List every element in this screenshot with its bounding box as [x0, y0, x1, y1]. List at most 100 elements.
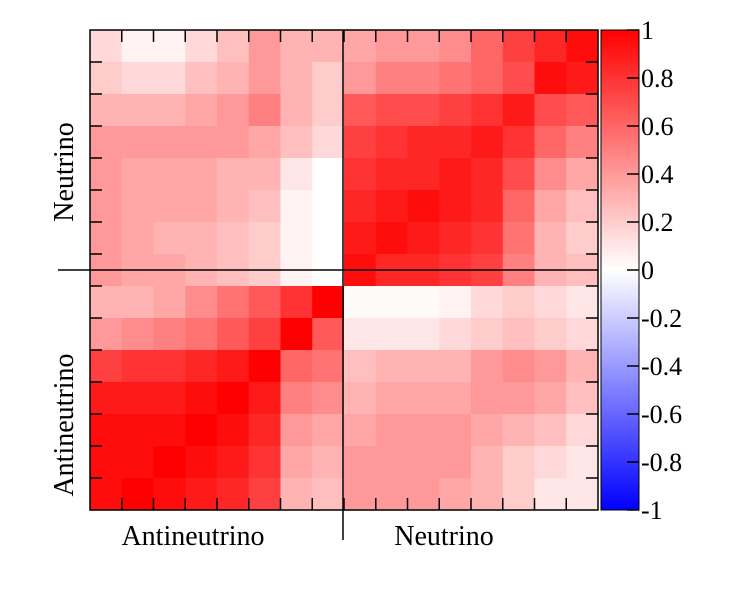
heatmap-cell	[248, 126, 282, 159]
heatmap-cell	[185, 94, 218, 127]
heatmap-cell	[248, 286, 282, 319]
heatmap-cell	[185, 190, 218, 223]
heatmap-cell	[153, 94, 186, 127]
heatmap-cell	[407, 414, 440, 447]
heatmap-cell	[312, 158, 345, 191]
heatmap-cell	[566, 126, 599, 159]
heatmap-cell	[248, 382, 282, 415]
heatmap-cell	[217, 414, 250, 447]
heatmap-cell	[534, 94, 567, 127]
colorbar-tick-label: -0.4	[641, 352, 682, 381]
heatmap-cell	[566, 446, 599, 479]
heatmap-cell	[153, 478, 186, 511]
heatmap-cell	[344, 478, 377, 511]
heatmap-cell	[471, 190, 504, 223]
heatmap-cell	[344, 94, 377, 127]
heatmap-cell	[217, 318, 250, 351]
heatmap-cell	[153, 446, 186, 479]
heatmap-cell	[280, 190, 313, 223]
heatmap-cell	[471, 414, 504, 447]
heatmap-cell	[534, 222, 567, 255]
heatmap-cell	[121, 190, 155, 223]
heatmap-cell	[344, 126, 377, 159]
colorbar-tick-label: 0.6	[641, 112, 674, 141]
heatmap-cell	[121, 286, 155, 319]
heatmap-cell	[439, 350, 472, 383]
axis-ticks	[90, 30, 598, 510]
heatmap-cell	[248, 350, 282, 383]
heatmap-cell	[248, 446, 282, 479]
heatmap-cell	[471, 446, 504, 479]
colorbar-ticks: 1 0.8 0.6 0.4 0.2 0 -0.2 -0.4 -0.6 -0.8 -1	[627, 16, 682, 525]
y-group-label-neutrino: Neutrino	[49, 122, 80, 222]
heatmap-cell	[502, 222, 536, 255]
x-group-label-neutrino: Neutrino	[394, 521, 494, 552]
heatmap-cell	[407, 94, 440, 127]
heatmap-cell	[280, 62, 313, 95]
heatmap-cell	[502, 350, 536, 383]
heatmap-cell	[534, 158, 567, 191]
heatmap-cell	[566, 318, 599, 351]
heatmap-cell	[312, 30, 345, 63]
heatmap-cell	[375, 158, 409, 191]
heatmap-cell	[312, 382, 345, 415]
heatmap-cell	[185, 382, 218, 415]
heatmap-cell	[344, 158, 377, 191]
heatmap-cell	[121, 350, 155, 383]
heatmap-cell	[439, 30, 472, 63]
heatmap-cell	[375, 350, 409, 383]
heatmap-cell	[534, 350, 567, 383]
heatmap-cell	[121, 446, 155, 479]
heatmap-cell	[375, 222, 409, 255]
heatmap-cell	[344, 286, 377, 319]
heatmap-cell	[566, 94, 599, 127]
colorbar-tick-label: -1	[641, 496, 663, 525]
heatmap-cell	[471, 382, 504, 415]
heatmap-cell	[312, 350, 345, 383]
heatmap-cell	[439, 382, 472, 415]
heatmap-cell	[280, 350, 313, 383]
heatmap-cell	[185, 414, 218, 447]
plot-frame	[89, 29, 599, 511]
colorbar-tick-label: -0.8	[641, 448, 682, 477]
heatmap-cell	[248, 222, 282, 255]
heatmap-cell	[153, 126, 186, 159]
heatmap-cell	[375, 478, 409, 511]
heatmap-cell	[566, 62, 599, 95]
heatmap-cell	[185, 30, 218, 63]
heatmap-cell	[90, 222, 123, 255]
heatmap-cell	[439, 126, 472, 159]
heatmap-cell	[439, 318, 472, 351]
heatmap-cell	[502, 286, 536, 319]
heatmap-cell	[312, 286, 345, 319]
heatmap-cell	[121, 94, 155, 127]
heatmap-cell	[534, 190, 567, 223]
heatmap-cell	[407, 158, 440, 191]
heatmap-cell	[185, 62, 218, 95]
heatmap-cell	[90, 318, 123, 351]
heatmap-cell	[185, 318, 218, 351]
heatmap-cell	[407, 446, 440, 479]
heatmap-cell	[502, 126, 536, 159]
heatmap-cell	[375, 286, 409, 319]
colorbar-tick-label: 0.8	[641, 64, 674, 93]
heatmap-cell	[217, 222, 250, 255]
heatmap-cell	[344, 382, 377, 415]
heatmap-cell	[502, 158, 536, 191]
heatmap-cell	[312, 318, 345, 351]
heatmap-cell	[534, 414, 567, 447]
heatmap-cell	[90, 190, 123, 223]
heatmap-cell	[185, 222, 218, 255]
heatmap-cell	[407, 126, 440, 159]
heatmap-cell	[566, 350, 599, 383]
heatmap-cell	[471, 286, 504, 319]
heatmap-cell	[312, 414, 345, 447]
heatmap-cell	[534, 62, 567, 95]
heatmap-cell	[217, 30, 250, 63]
heatmap-cell	[471, 350, 504, 383]
colorbar-tick-label: -0.6	[641, 400, 682, 429]
heatmap-cell	[502, 382, 536, 415]
heatmap-cell	[217, 446, 250, 479]
heatmap-cell	[248, 318, 282, 351]
heatmap-cell	[471, 318, 504, 351]
